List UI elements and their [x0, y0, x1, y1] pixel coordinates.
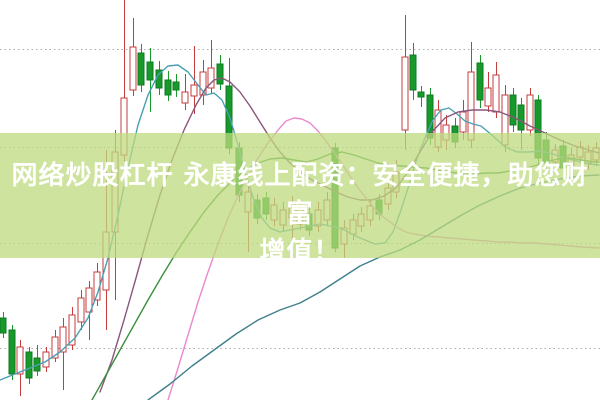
candle-body	[68, 314, 76, 346]
candle-body	[349, 219, 357, 235]
candle-body	[244, 191, 252, 213]
candle-body	[451, 125, 459, 143]
candle-body	[129, 46, 137, 91]
candle-body	[120, 97, 128, 156]
candle-body	[366, 205, 374, 221]
candle-body	[484, 87, 492, 107]
candle-body	[375, 199, 383, 215]
candle-body	[323, 199, 331, 221]
candle-body	[492, 74, 500, 113]
candle-body	[509, 94, 517, 126]
candle-body	[288, 201, 296, 219]
candle-body	[592, 147, 600, 161]
candle-body	[59, 326, 67, 353]
candle-body	[207, 67, 215, 89]
candle-body	[190, 84, 198, 97]
candle-body	[305, 213, 313, 231]
candle-body	[164, 79, 172, 96]
candle-body	[102, 231, 110, 291]
candle-body	[199, 71, 207, 96]
candle-body	[417, 91, 425, 98]
candle-body	[172, 81, 180, 91]
candle-body	[137, 52, 145, 86]
candle-body	[501, 94, 509, 146]
candle-body	[401, 56, 409, 131]
candle-body	[526, 94, 534, 131]
candle-body	[16, 346, 24, 375]
candle-body	[409, 54, 417, 91]
candle-body	[517, 104, 525, 131]
candle-body	[181, 91, 189, 104]
candle-body	[146, 61, 154, 81]
candle-body	[476, 62, 484, 101]
candle-body	[384, 187, 392, 205]
candle-body	[270, 204, 278, 221]
candle-body	[467, 71, 475, 141]
candle-body	[296, 207, 304, 225]
candle-body	[331, 147, 339, 249]
candle-body	[8, 329, 16, 375]
candle-body	[459, 111, 467, 133]
candle-body	[85, 287, 93, 313]
candle-body	[262, 197, 270, 215]
candle-body	[442, 124, 450, 141]
ma-line-ma_long_pink	[167, 117, 600, 400]
candle-body	[357, 213, 365, 227]
candle-body	[216, 63, 224, 85]
candle-body	[77, 297, 85, 323]
candle-body	[25, 351, 33, 379]
candle-body	[279, 209, 287, 226]
candle-body	[0, 317, 7, 334]
candle-body	[51, 336, 59, 359]
